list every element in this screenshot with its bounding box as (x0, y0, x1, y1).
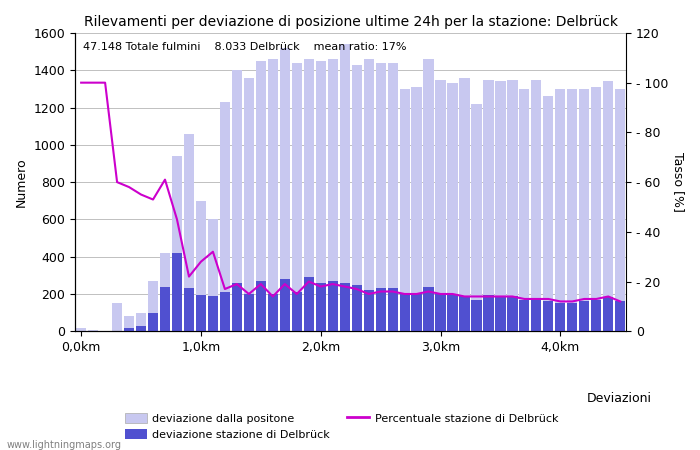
Bar (400, 89, 410, 331)
Y-axis label: Numero: Numero (15, 158, 28, 207)
Bar (316, 283, 326, 331)
Bar (232, 70, 242, 331)
Bar (172, 156, 182, 331)
Bar (256, 281, 266, 331)
Bar (567, 89, 577, 331)
Bar (543, 301, 554, 331)
Bar (603, 297, 613, 331)
Bar (531, 80, 542, 331)
Bar (208, 296, 218, 331)
Bar (376, 63, 386, 331)
Bar (388, 288, 398, 331)
Bar (267, 294, 278, 331)
Bar (508, 296, 517, 331)
Bar (555, 303, 566, 331)
Bar (424, 287, 434, 331)
Bar (363, 290, 374, 331)
Bar (328, 281, 338, 331)
Bar (592, 87, 601, 331)
Bar (340, 44, 350, 331)
Bar (160, 253, 170, 331)
Text: 47.148 Totale fulmini    8.033 Delbrück    mean ratio: 17%: 47.148 Totale fulmini 8.033 Delbrück mea… (83, 42, 407, 52)
Bar (316, 61, 326, 331)
Bar (136, 313, 146, 331)
Text: Deviazioni: Deviazioni (587, 392, 652, 405)
Bar (292, 63, 302, 331)
Bar (519, 300, 529, 331)
Bar (531, 299, 542, 331)
Bar (484, 295, 494, 331)
Bar (280, 48, 290, 331)
Bar (471, 300, 482, 331)
Bar (615, 302, 625, 331)
Bar (376, 288, 386, 331)
Bar (124, 316, 134, 331)
Y-axis label: Tasso [%]: Tasso [%] (672, 152, 685, 212)
Bar (148, 313, 158, 331)
Bar (76, 328, 86, 331)
Bar (351, 285, 362, 331)
Bar (184, 288, 194, 331)
Bar (459, 78, 470, 331)
Bar (208, 220, 218, 331)
Bar (328, 59, 338, 331)
Bar (148, 281, 158, 331)
Bar (124, 328, 134, 331)
Bar (496, 297, 505, 331)
Bar (244, 294, 254, 331)
Bar (400, 294, 410, 331)
Bar (484, 80, 494, 331)
Bar (88, 330, 98, 331)
Bar (292, 292, 302, 331)
Text: www.lightningmaps.org: www.lightningmaps.org (7, 440, 122, 450)
Bar (435, 294, 446, 331)
Bar (196, 295, 206, 331)
Bar (172, 253, 182, 331)
Bar (424, 59, 434, 331)
Bar (340, 283, 350, 331)
Bar (160, 287, 170, 331)
Bar (555, 89, 566, 331)
Bar (184, 134, 194, 331)
Bar (471, 104, 482, 331)
Bar (615, 89, 625, 331)
Bar (603, 81, 613, 331)
Bar (592, 300, 601, 331)
Bar (232, 283, 242, 331)
Bar (351, 65, 362, 331)
Bar (579, 301, 589, 331)
Bar (447, 294, 458, 331)
Bar (220, 292, 230, 331)
Bar (304, 59, 314, 331)
Bar (244, 78, 254, 331)
Title: Rilevamenti per deviazione di posizione ultime 24h per la stazione: Delbrück: Rilevamenti per deviazione di posizione … (84, 15, 617, 29)
Bar (136, 326, 146, 331)
Bar (196, 201, 206, 331)
Bar (220, 102, 230, 331)
Bar (256, 61, 266, 331)
Bar (267, 59, 278, 331)
Bar (459, 296, 470, 331)
Bar (579, 89, 589, 331)
Bar (412, 87, 421, 331)
Bar (280, 279, 290, 331)
Bar (543, 96, 554, 331)
Bar (519, 89, 529, 331)
Bar (508, 80, 517, 331)
Bar (496, 81, 505, 331)
Bar (363, 59, 374, 331)
Bar (112, 303, 122, 331)
Legend: deviazione dalla positone, deviazione stazione di Delbrück, Percentuale stazione: deviazione dalla positone, deviazione st… (125, 413, 558, 440)
Bar (447, 83, 458, 331)
Bar (388, 63, 398, 331)
Bar (567, 303, 577, 331)
Bar (412, 294, 421, 331)
Bar (304, 277, 314, 331)
Bar (435, 80, 446, 331)
